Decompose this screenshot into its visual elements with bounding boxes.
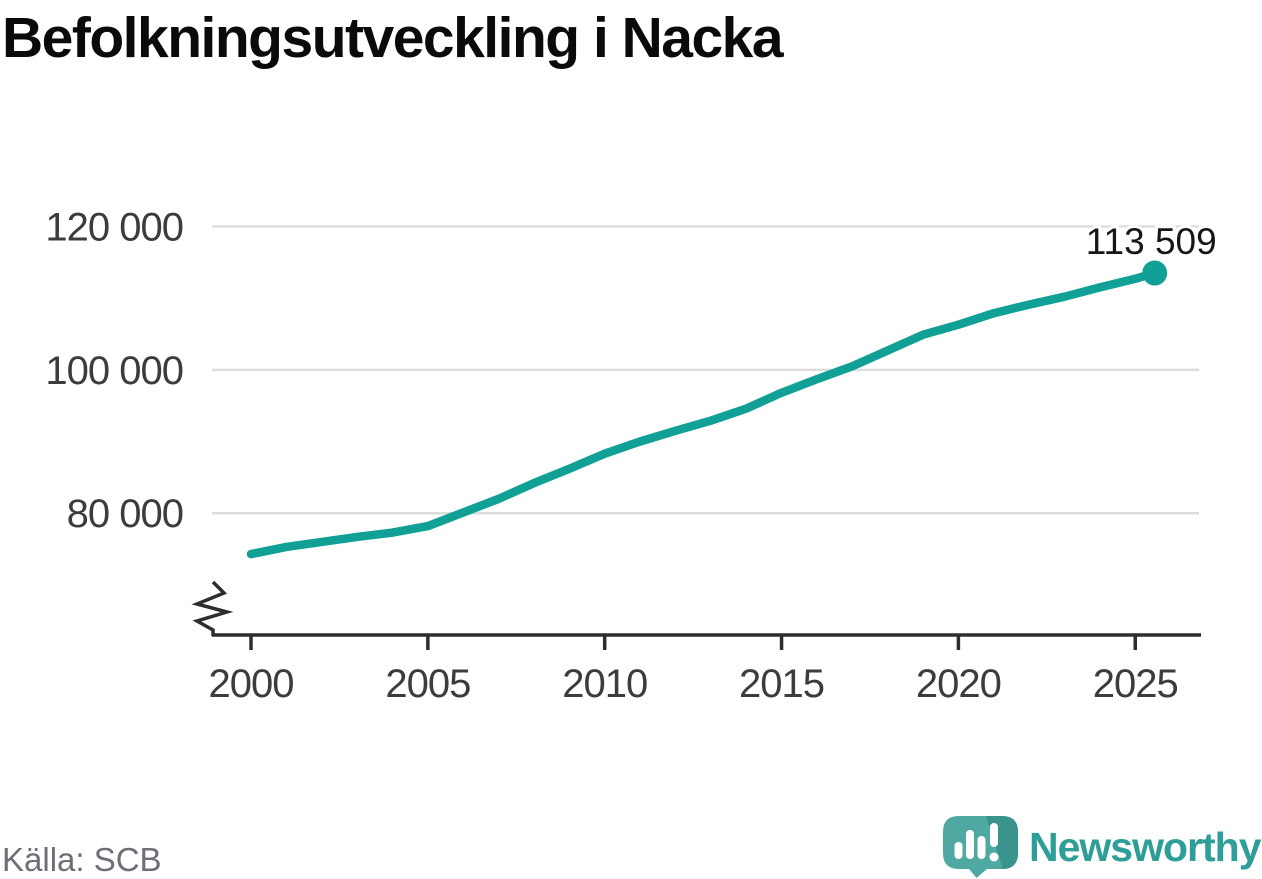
x-tick-label-2020: 2020 bbox=[916, 662, 1001, 706]
chart-title: Befolkningsutveckling i Nacka bbox=[2, 6, 784, 70]
exclamation-bar bbox=[990, 823, 998, 847]
bar-chart-glyph bbox=[954, 823, 999, 862]
y-tick-label-120000: 120 000 bbox=[45, 206, 183, 250]
last-point-value-label: 113 509 bbox=[1086, 221, 1217, 262]
last-point-dot bbox=[1142, 260, 1168, 286]
y-tick-label-100000: 100 000 bbox=[45, 349, 183, 393]
x-tick-label-2005: 2005 bbox=[385, 662, 470, 706]
x-tick-label-2015: 2015 bbox=[739, 662, 824, 706]
exclamation-dot bbox=[989, 852, 999, 862]
x-tick-label-2010: 2010 bbox=[562, 662, 647, 706]
y-tick-label-80000: 80 000 bbox=[67, 492, 183, 536]
axis-break-icon bbox=[191, 580, 234, 636]
source-label: Källa: SCB bbox=[2, 841, 162, 878]
x-tick-label-2025: 2025 bbox=[1093, 662, 1178, 706]
newsworthy-logo-text: Newsworthy bbox=[1029, 823, 1261, 870]
newsworthy-logo-icon bbox=[943, 816, 1018, 878]
x-tick-label-2000: 2000 bbox=[209, 662, 294, 706]
population-line bbox=[246, 268, 1159, 559]
newsworthy-logo: Newsworthy bbox=[943, 816, 1261, 878]
